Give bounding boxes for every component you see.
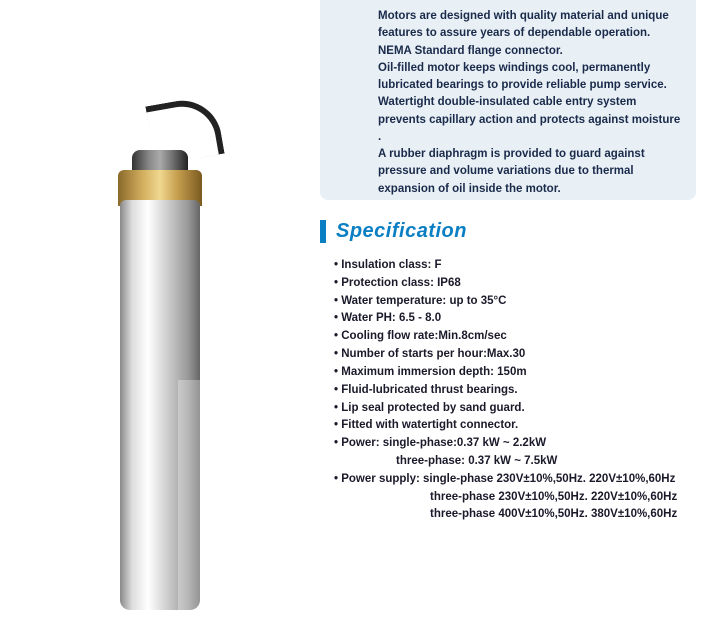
spec-item: Fluid-lubricated thrust bearings. [334, 382, 716, 400]
desc-line: Oil-filled motor keeps windings cool, pe… [378, 62, 667, 91]
description-box: Motors are designed with quality materia… [320, 0, 696, 200]
product-image [70, 70, 240, 540]
desc-line: A rubber diaphragm is provided to guard … [378, 148, 645, 195]
spec-item: Insulation class: F [334, 257, 716, 275]
spec-item: Number of starts per hour:Max.30 [334, 346, 716, 364]
spec-subline: three-phase: 0.37 kW ~ 7.5kW [334, 453, 716, 471]
spec-subline: three-phase 400V±10%,50Hz. 380V±10%,60Hz [334, 506, 716, 524]
desc-line: Watertight double-insulated cable entry … [378, 96, 680, 143]
desc-line: Motors are designed with quality materia… [378, 10, 669, 39]
spec-item: Lip seal protected by sand guard. [334, 400, 716, 418]
spec-item: Fitted with watertight connector. [334, 417, 716, 435]
specification-list: Insulation class: F Protection class: IP… [320, 257, 716, 524]
spec-subline: three-phase 230V±10%,50Hz. 220V±10%,60Hz [334, 489, 716, 507]
spec-item: Power: single-phase:0.37 kW ~ 2.2kW thre… [334, 435, 716, 471]
desc-line: NEMA Standard flange connector. [378, 45, 563, 57]
spec-item: Water PH: 6.5 - 8.0 [334, 310, 716, 328]
specification-section: Specification Insulation class: F Protec… [320, 220, 716, 524]
motor-label [178, 380, 242, 640]
spec-item: Power supply: single-phase 230V±10%,50Hz… [334, 471, 716, 524]
spec-item: Maximum immersion depth: 150m [334, 364, 716, 382]
spec-item: Water temperature: up to 35°C [334, 293, 716, 311]
spec-item: Cooling flow rate:Min.8cm/sec [334, 328, 716, 346]
specification-heading: Specification [320, 220, 716, 243]
spec-item: Protection class: IP68 [334, 275, 716, 293]
